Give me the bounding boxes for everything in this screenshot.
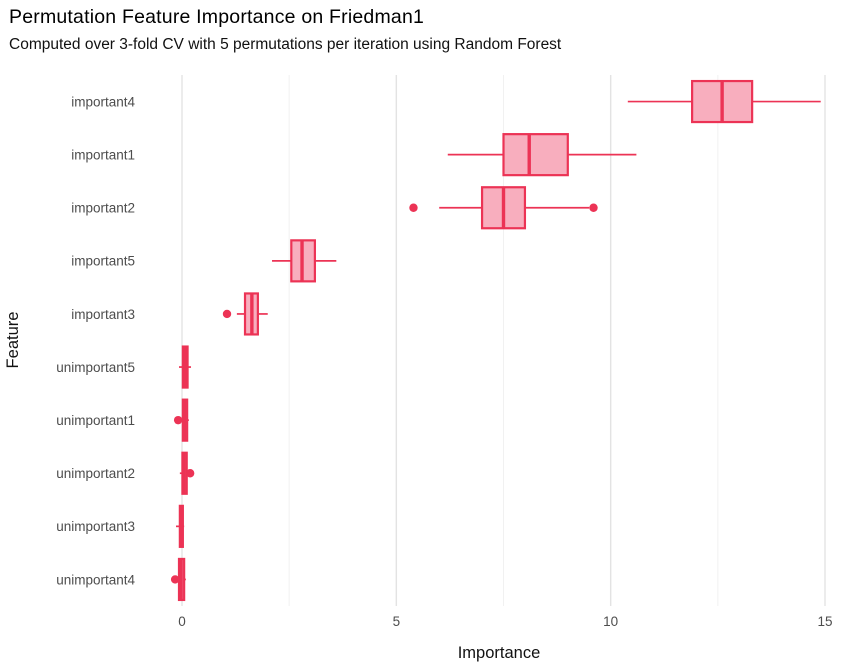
y-tick-label-important1: important1 xyxy=(71,147,135,162)
outlier-point xyxy=(185,469,195,478)
y-tick-label-unimportant3: unimportant3 xyxy=(56,519,135,534)
boxplot-important3 xyxy=(222,292,268,336)
iqr-box xyxy=(502,133,569,177)
y-tick-label-unimportant2: unimportant2 xyxy=(56,466,135,481)
y-tick-label-important5: important5 xyxy=(71,254,135,269)
boxplot-important1 xyxy=(447,133,637,177)
boxplot-unimportant2 xyxy=(179,451,195,495)
outlier-point xyxy=(409,203,418,212)
outlier-point xyxy=(589,203,598,212)
y-tick-label-important3: important3 xyxy=(71,307,135,322)
x-axis-title: Importance xyxy=(458,644,541,662)
y-tick-label-unimportant4: unimportant4 xyxy=(56,572,135,587)
outlier-point xyxy=(170,575,180,584)
axis-tick-labels: important4 important1 important2 important5… xyxy=(56,94,832,629)
y-tick-label-unimportant1: unimportant1 xyxy=(56,413,135,428)
boxplot-unimportant5 xyxy=(178,345,192,389)
boxplot-unimportant1 xyxy=(173,398,189,442)
y-tick-label-important4: important4 xyxy=(71,94,135,109)
x-tick-label-10: 10 xyxy=(603,614,618,629)
boxplot-important5 xyxy=(272,239,337,283)
boxplot-important2 xyxy=(409,186,598,230)
box-layer xyxy=(170,79,821,602)
x-tick-label-15: 15 xyxy=(817,614,832,629)
x-tick-label-5: 5 xyxy=(393,614,401,629)
boxplot-unimportant3 xyxy=(175,504,185,548)
boxplot-unimportant4 xyxy=(170,557,186,602)
chart-subtitle: Computed over 3-fold CV with 5 permutati… xyxy=(9,36,562,53)
outlier-point xyxy=(173,415,183,425)
boxplot-important4 xyxy=(627,79,821,124)
outlier-point xyxy=(222,309,232,319)
y-tick-label-important2: important2 xyxy=(71,201,135,216)
chart-title: Permutation Feature Importance on Friedm… xyxy=(9,6,425,28)
y-axis-title: Feature xyxy=(4,312,22,369)
y-tick-label-unimportant5: unimportant5 xyxy=(56,360,135,375)
x-tick-label-0: 0 xyxy=(178,614,186,629)
